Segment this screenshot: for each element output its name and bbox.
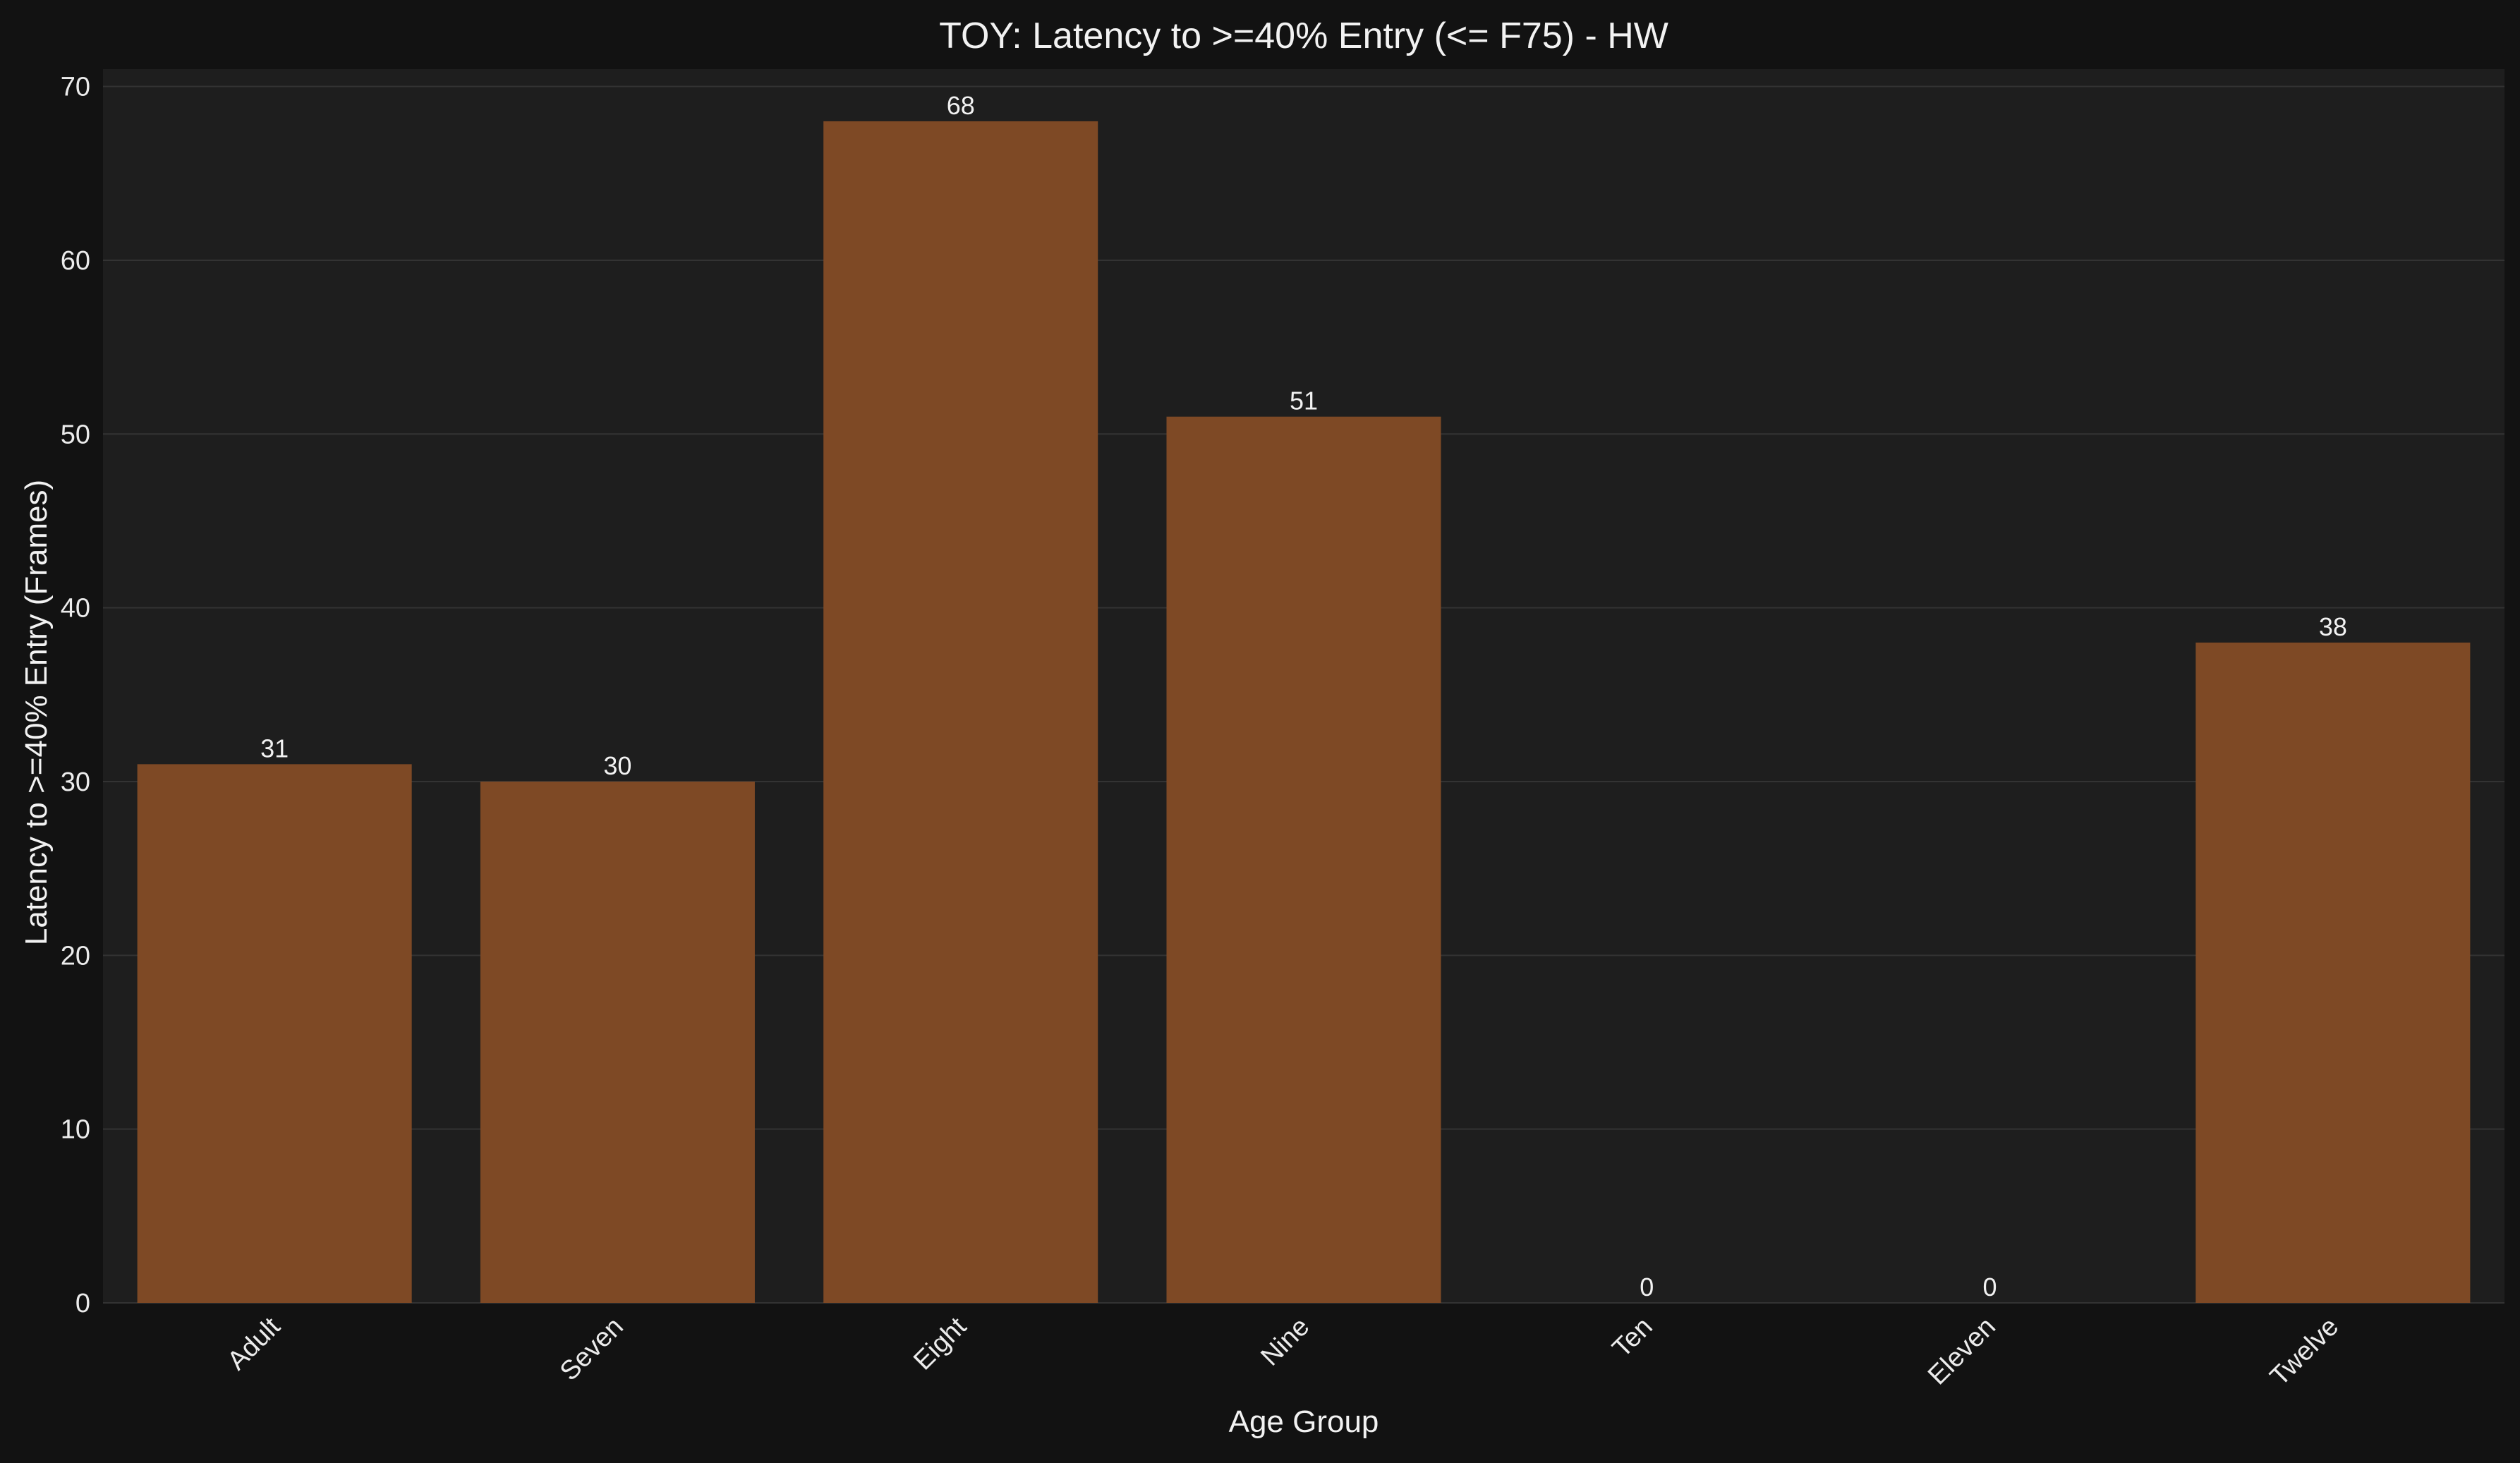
data-label-eight: 68 [947,91,975,120]
x-axis-title: Age Group [1229,1404,1379,1439]
y-axis-ticks: 0 10 20 30 40 50 60 70 [61,73,90,1318]
chart-title: TOY: Latency to >=40% Entry (<= F75) - H… [939,16,1668,56]
bar-twelve [2195,642,2471,1303]
data-label-nine: 51 [1290,387,1318,415]
y-tick-label: 40 [61,594,90,624]
bar-nine [1166,416,1441,1304]
y-axis-title: Latency to >=40% Entry (Frames) [19,480,54,945]
data-label-seven: 30 [603,751,631,780]
y-tick-label: 10 [61,1115,90,1145]
y-tick-label: 30 [61,767,90,797]
bar-adult [137,764,412,1303]
bar-value-labels: 31 30 68 51 0 0 38 [260,91,2347,1301]
y-tick-label: 20 [61,941,90,971]
bars [137,121,2471,1304]
data-label-adult: 31 [260,734,289,763]
y-tick-label: 50 [61,420,90,449]
y-tick-label: 0 [75,1289,90,1318]
bar-seven [480,781,755,1303]
y-tick-label: 60 [61,246,90,276]
bar-eight [823,121,1098,1304]
data-label-eleven: 0 [1983,1273,1997,1301]
y-tick-label: 70 [61,73,90,102]
data-label-twelve: 38 [2319,612,2347,641]
data-label-ten: 0 [1640,1273,1654,1301]
